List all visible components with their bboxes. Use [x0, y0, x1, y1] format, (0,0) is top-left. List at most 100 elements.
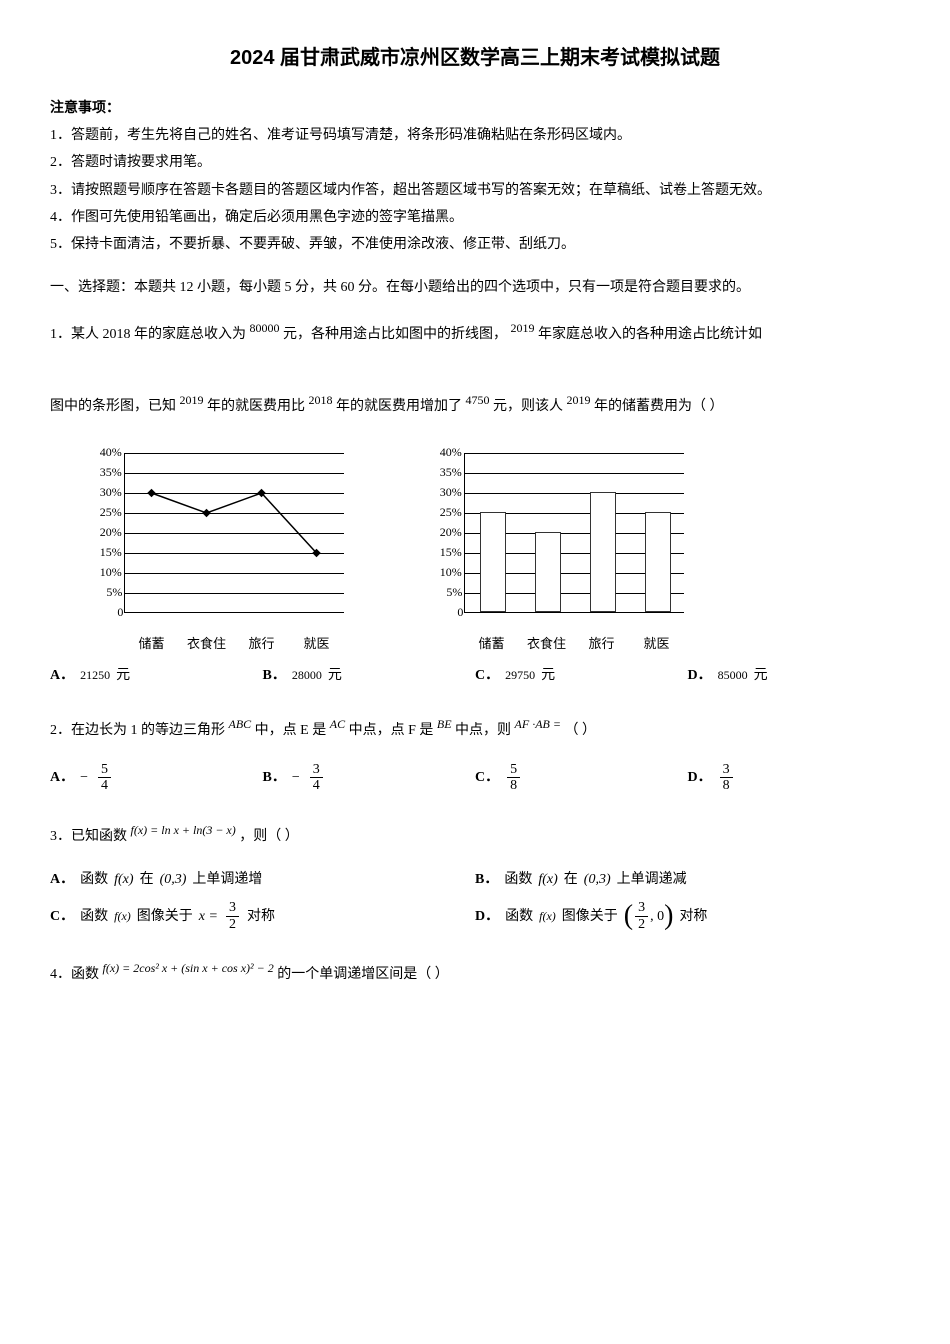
q2-text: （ ） — [564, 723, 596, 738]
q3-func: f(x) = ln x + ln(3 − x) — [131, 823, 236, 837]
q3-text: ，则（ ） — [239, 829, 299, 844]
frac-num: 5 — [98, 762, 111, 778]
q1-text: 年的就医费用增加了 — [336, 399, 462, 414]
bar — [645, 512, 671, 612]
q1-options: A． 21250 元 B． 28000 元 C． 29750 元 D． 8500… — [50, 663, 900, 696]
fraction: 5 4 — [98, 762, 111, 794]
opt-text: 上单调递减 — [617, 867, 687, 892]
q1-delta: 4750 — [466, 393, 490, 407]
point: ( 3 2 , 0 ) — [624, 900, 674, 932]
opt-eq: x = — [199, 904, 218, 929]
x-tick-label: 储蓄 — [138, 632, 164, 655]
frac-den: 2 — [226, 917, 239, 932]
x-tick-label: 衣食住 — [527, 632, 566, 655]
q3-options: A． 函数 f(x) 在 (0,3) 上单调递增 B． 函数 f(x) 在 (0… — [50, 867, 900, 940]
q2-options: A． − 5 4 B． − 3 4 C． 5 8 D． 3 8 — [50, 762, 900, 802]
q1-text: 年的就医费用比 — [207, 399, 305, 414]
option-unit: 元 — [116, 663, 130, 688]
y-tick-label: 25% — [100, 502, 122, 524]
fraction: 3 2 — [635, 900, 648, 932]
option-letter: D． — [688, 765, 712, 790]
frac-den: 8 — [507, 778, 520, 793]
opt-text: 图像关于 — [137, 904, 193, 929]
q3-text: 3．已知函数 — [50, 829, 127, 844]
x-tick-label: 旅行 — [588, 632, 614, 655]
y-tick-label: 5% — [106, 582, 122, 604]
option-letter: A． — [50, 663, 74, 688]
notes-heading: 注意事项： — [50, 96, 900, 121]
option-value: 21250 — [80, 665, 110, 687]
neg-sign: − — [292, 765, 300, 790]
bar-chart: 05%10%15%20%25%30%35%40%储蓄衣食住旅行就医 — [420, 443, 700, 643]
y-tick-label: 10% — [100, 562, 122, 584]
line-plot — [124, 453, 344, 613]
frac-den: 2 — [635, 917, 648, 932]
q2-sym: BE — [437, 717, 452, 731]
x-tick-label: 就医 — [643, 632, 669, 655]
q1-year: 2018 — [309, 393, 333, 407]
option-letter: D． — [475, 904, 499, 929]
frac-den: 4 — [98, 778, 111, 793]
q4-text: 的一个单调递增区间是（ ） — [277, 967, 449, 982]
x-tick-label: 旅行 — [248, 632, 274, 655]
x-tick-label: 衣食住 — [187, 632, 226, 655]
bar — [590, 492, 616, 612]
y-tick-label: 40% — [100, 442, 122, 464]
zero: , 0 — [650, 904, 664, 929]
q1-text: 1．某人 2018 年的家庭总收入为 — [50, 327, 246, 342]
option-letter: D． — [688, 663, 712, 688]
q1-year: 2019 — [511, 321, 535, 335]
y-tick-label: 25% — [440, 502, 462, 524]
y-tick-label: 30% — [440, 482, 462, 504]
q2-option-c: C． 5 8 — [475, 762, 688, 794]
x-labels: 储蓄衣食住旅行就医 — [464, 615, 684, 635]
q2-text: 中点，则 — [455, 723, 511, 738]
page-title: 2024 届甘肃武威市凉州区数学高三上期末考试模拟试题 — [50, 40, 900, 76]
q1-text: 元，则该人 — [493, 399, 563, 414]
q3-option-a: A． 函数 f(x) 在 (0,3) 上单调递增 — [50, 867, 475, 892]
y-tick-label: 15% — [100, 542, 122, 564]
q1-text: 图中的条形图，已知 — [50, 399, 176, 414]
y-tick-label: 40% — [440, 442, 462, 464]
q1-income: 80000 — [250, 321, 280, 335]
opt-text: 函数 — [504, 867, 532, 892]
q2-sym: ABC — [229, 717, 252, 731]
y-tick-label: 20% — [100, 522, 122, 544]
q2-text: 中点，点 F 是 — [349, 723, 434, 738]
x-labels: 储蓄衣食住旅行就医 — [124, 615, 344, 635]
fraction: 5 8 — [507, 762, 520, 794]
q1-year: 2019 — [567, 393, 591, 407]
lparen-icon: ( — [624, 902, 633, 930]
option-value: 28000 — [292, 665, 322, 687]
opt-text: 对称 — [247, 904, 275, 929]
opt-text: 在 — [140, 867, 154, 892]
q1-text: 年家庭总收入的各种用途占比统计如 — [538, 327, 762, 342]
opt-int: (0,3) — [160, 867, 187, 892]
opt-fx: f(x) — [539, 906, 556, 928]
charts-row: 05%10%15%20%25%30%35%40%储蓄衣食住旅行就医 05%10%… — [80, 443, 900, 643]
option-unit: 元 — [328, 663, 342, 688]
y-tick-label: 30% — [100, 482, 122, 504]
frac-num: 3 — [635, 900, 648, 916]
q3-option-d: D． 函数 f(x) 图像关于 ( 3 2 , 0 ) 对称 — [475, 900, 900, 932]
section-intro: 一、选择题：本题共 12 小题，每小题 5 分，共 60 分。在每小题给出的四个… — [50, 275, 900, 300]
option-letter: B． — [263, 663, 286, 688]
option-letter: B． — [475, 867, 498, 892]
bar — [480, 512, 506, 612]
opt-fx: f(x) — [114, 867, 133, 892]
q4-func: f(x) = 2cos² x + (sin x + cos x)² − 2 — [103, 961, 274, 975]
option-unit: 元 — [541, 663, 555, 688]
x-tick-label: 就医 — [303, 632, 329, 655]
opt-text: 函数 — [505, 904, 533, 929]
note-item: 2．答题时请按要求用笔。 — [50, 150, 900, 175]
q2-option-a: A． − 5 4 — [50, 762, 263, 794]
opt-fx: f(x) — [538, 867, 557, 892]
option-value: 85000 — [718, 665, 748, 687]
q2-option-b: B． − 3 4 — [263, 762, 476, 794]
frac-den: 4 — [310, 778, 323, 793]
q1-option-b: B． 28000 元 — [263, 663, 476, 688]
notes-block: 注意事项： 1．答题前，考生先将自己的姓名、准考证号码填写清楚，将条形码准确粘贴… — [50, 96, 900, 257]
option-letter: C． — [475, 663, 499, 688]
opt-fx: f(x) — [114, 906, 131, 928]
note-item: 4．作图可先使用铅笔画出，确定后必须用黑色字迹的签字笔描黑。 — [50, 205, 900, 230]
